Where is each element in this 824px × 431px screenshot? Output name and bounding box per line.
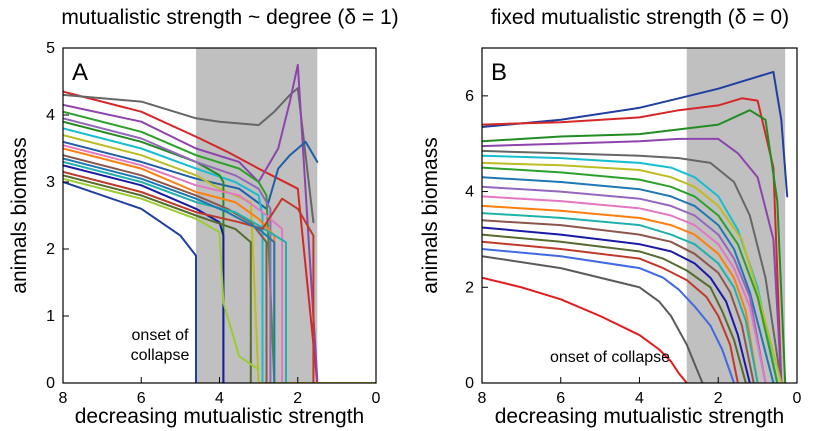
panel-a-x-tick-label: 2 [293, 390, 302, 407]
panel-b-series-line-8 [482, 166, 779, 383]
panel-a-onset-of-collapse-annotation: onset of collapse [131, 327, 190, 364]
panel-a-series-line-6 [63, 110, 276, 383]
panel-a-y-tick-label: 3 [46, 174, 55, 191]
panel-b-series-line-10 [482, 185, 767, 383]
panel-a-plot-area: 8 6 4 2 0 0 1 2 3 4 5 onset of collapse [46, 40, 380, 407]
panel-b-series-line-2 [482, 97, 783, 383]
panel-b-plot-area: 8 6 4 2 0 0 2 4 6 onset of collapse [465, 47, 802, 407]
panel-b-x-tick-label: 8 [478, 390, 487, 407]
panel-b-y-tick-label: 6 [465, 88, 474, 105]
panel-b-series-line-12 [482, 204, 759, 383]
panel-b-series-line-3 [482, 109, 787, 383]
panel-b-series-line-9 [482, 176, 775, 383]
panel-a-x-tick-label: 6 [137, 390, 146, 407]
panel-b-series-line-16 [482, 233, 747, 383]
panel-a-chart: mutualistic strength ~ degree (δ = 1) an… [8, 6, 399, 428]
panel-b-series-line-15 [482, 226, 751, 383]
panel-a-series-line-15 [63, 160, 287, 383]
panel-a-y-tick-label: 4 [46, 107, 55, 124]
panel-a-x-tick-label: 8 [59, 390, 68, 407]
panel-a-title: mutualistic strength ~ degree (δ = 1) [61, 6, 398, 29]
panel-a-label: A [72, 59, 88, 86]
panel-a-y-tick-label: 0 [46, 375, 55, 392]
panel-a-y-tick-label: 1 [46, 308, 55, 325]
panel-a-series-line-17 [63, 174, 252, 383]
panel-a-series-line-1 [63, 90, 319, 383]
panel-a-x-axis-label: decreasing mutualistic strength [75, 405, 364, 428]
panel-b-series-line-5 [482, 149, 783, 383]
panel-b-x-tick-label: 0 [793, 390, 802, 407]
panel-b-label: B [491, 59, 507, 86]
panel-a-series-line-2 [63, 181, 197, 383]
panel-b-series-line-14 [482, 219, 755, 383]
panel-b-title: fixed mutualistic strength (δ = 0) [491, 6, 789, 29]
panel-a-series-line-18 [63, 157, 276, 383]
panel-a-series-line-7 [63, 127, 264, 383]
panel-a-series-line-8 [63, 134, 376, 383]
panel-b-chart: fixed mutualistic strength (δ = 0) anima… [419, 6, 802, 428]
panel-a-series-line-11 [63, 144, 284, 383]
panel-b-x-axis-label: decreasing mutualistic strength [495, 405, 784, 428]
panel-a-y-axis-label: animals biomass [8, 137, 31, 293]
panel-b-series-line-4 [482, 137, 783, 383]
panel-b-y-axis-label: animals biomass [419, 137, 442, 293]
panel-b-series-line-1 [482, 70, 789, 198]
panel-b-series-line-18 [482, 248, 735, 383]
panel-b-series-line-17 [482, 240, 739, 383]
panel-b-series-line-20 [482, 255, 704, 383]
panel-a-series-line-19 [63, 177, 260, 371]
panel-b-series-line-7 [482, 161, 783, 383]
panel-b-series-line-11 [482, 195, 767, 383]
panel-a-x-tick-label: 0 [372, 390, 381, 407]
panel-a-series-line-13 [63, 154, 268, 383]
panel-a-series-line-9 [63, 120, 225, 383]
panel-b-collapse-shaded-region [686, 48, 786, 383]
panel-b-y-tick-label: 4 [465, 184, 474, 201]
panel-b-y-tick-label: 0 [465, 375, 474, 392]
panel-b-y-tick-label: 2 [465, 279, 474, 296]
panel-b-x-tick-label: 6 [556, 390, 565, 407]
panel-a-y-tick-label: 5 [46, 40, 55, 57]
panel-b-series-line-13 [482, 212, 759, 383]
panel-b-onset-of-collapse-annotation: onset of collapse [550, 349, 670, 366]
panel-a-x-tick-label: 4 [215, 390, 224, 407]
panel-b-x-tick-label: 2 [714, 390, 723, 407]
panel-b-x-tick-label: 4 [635, 390, 644, 407]
panel-b-series-line-19 [482, 276, 688, 383]
panel-a-series-line-10 [63, 117, 272, 383]
panel-a-y-tick-label: 2 [46, 241, 55, 258]
panel-a-series-line-3 [63, 87, 315, 224]
panel-a-series-line-16 [63, 170, 315, 383]
